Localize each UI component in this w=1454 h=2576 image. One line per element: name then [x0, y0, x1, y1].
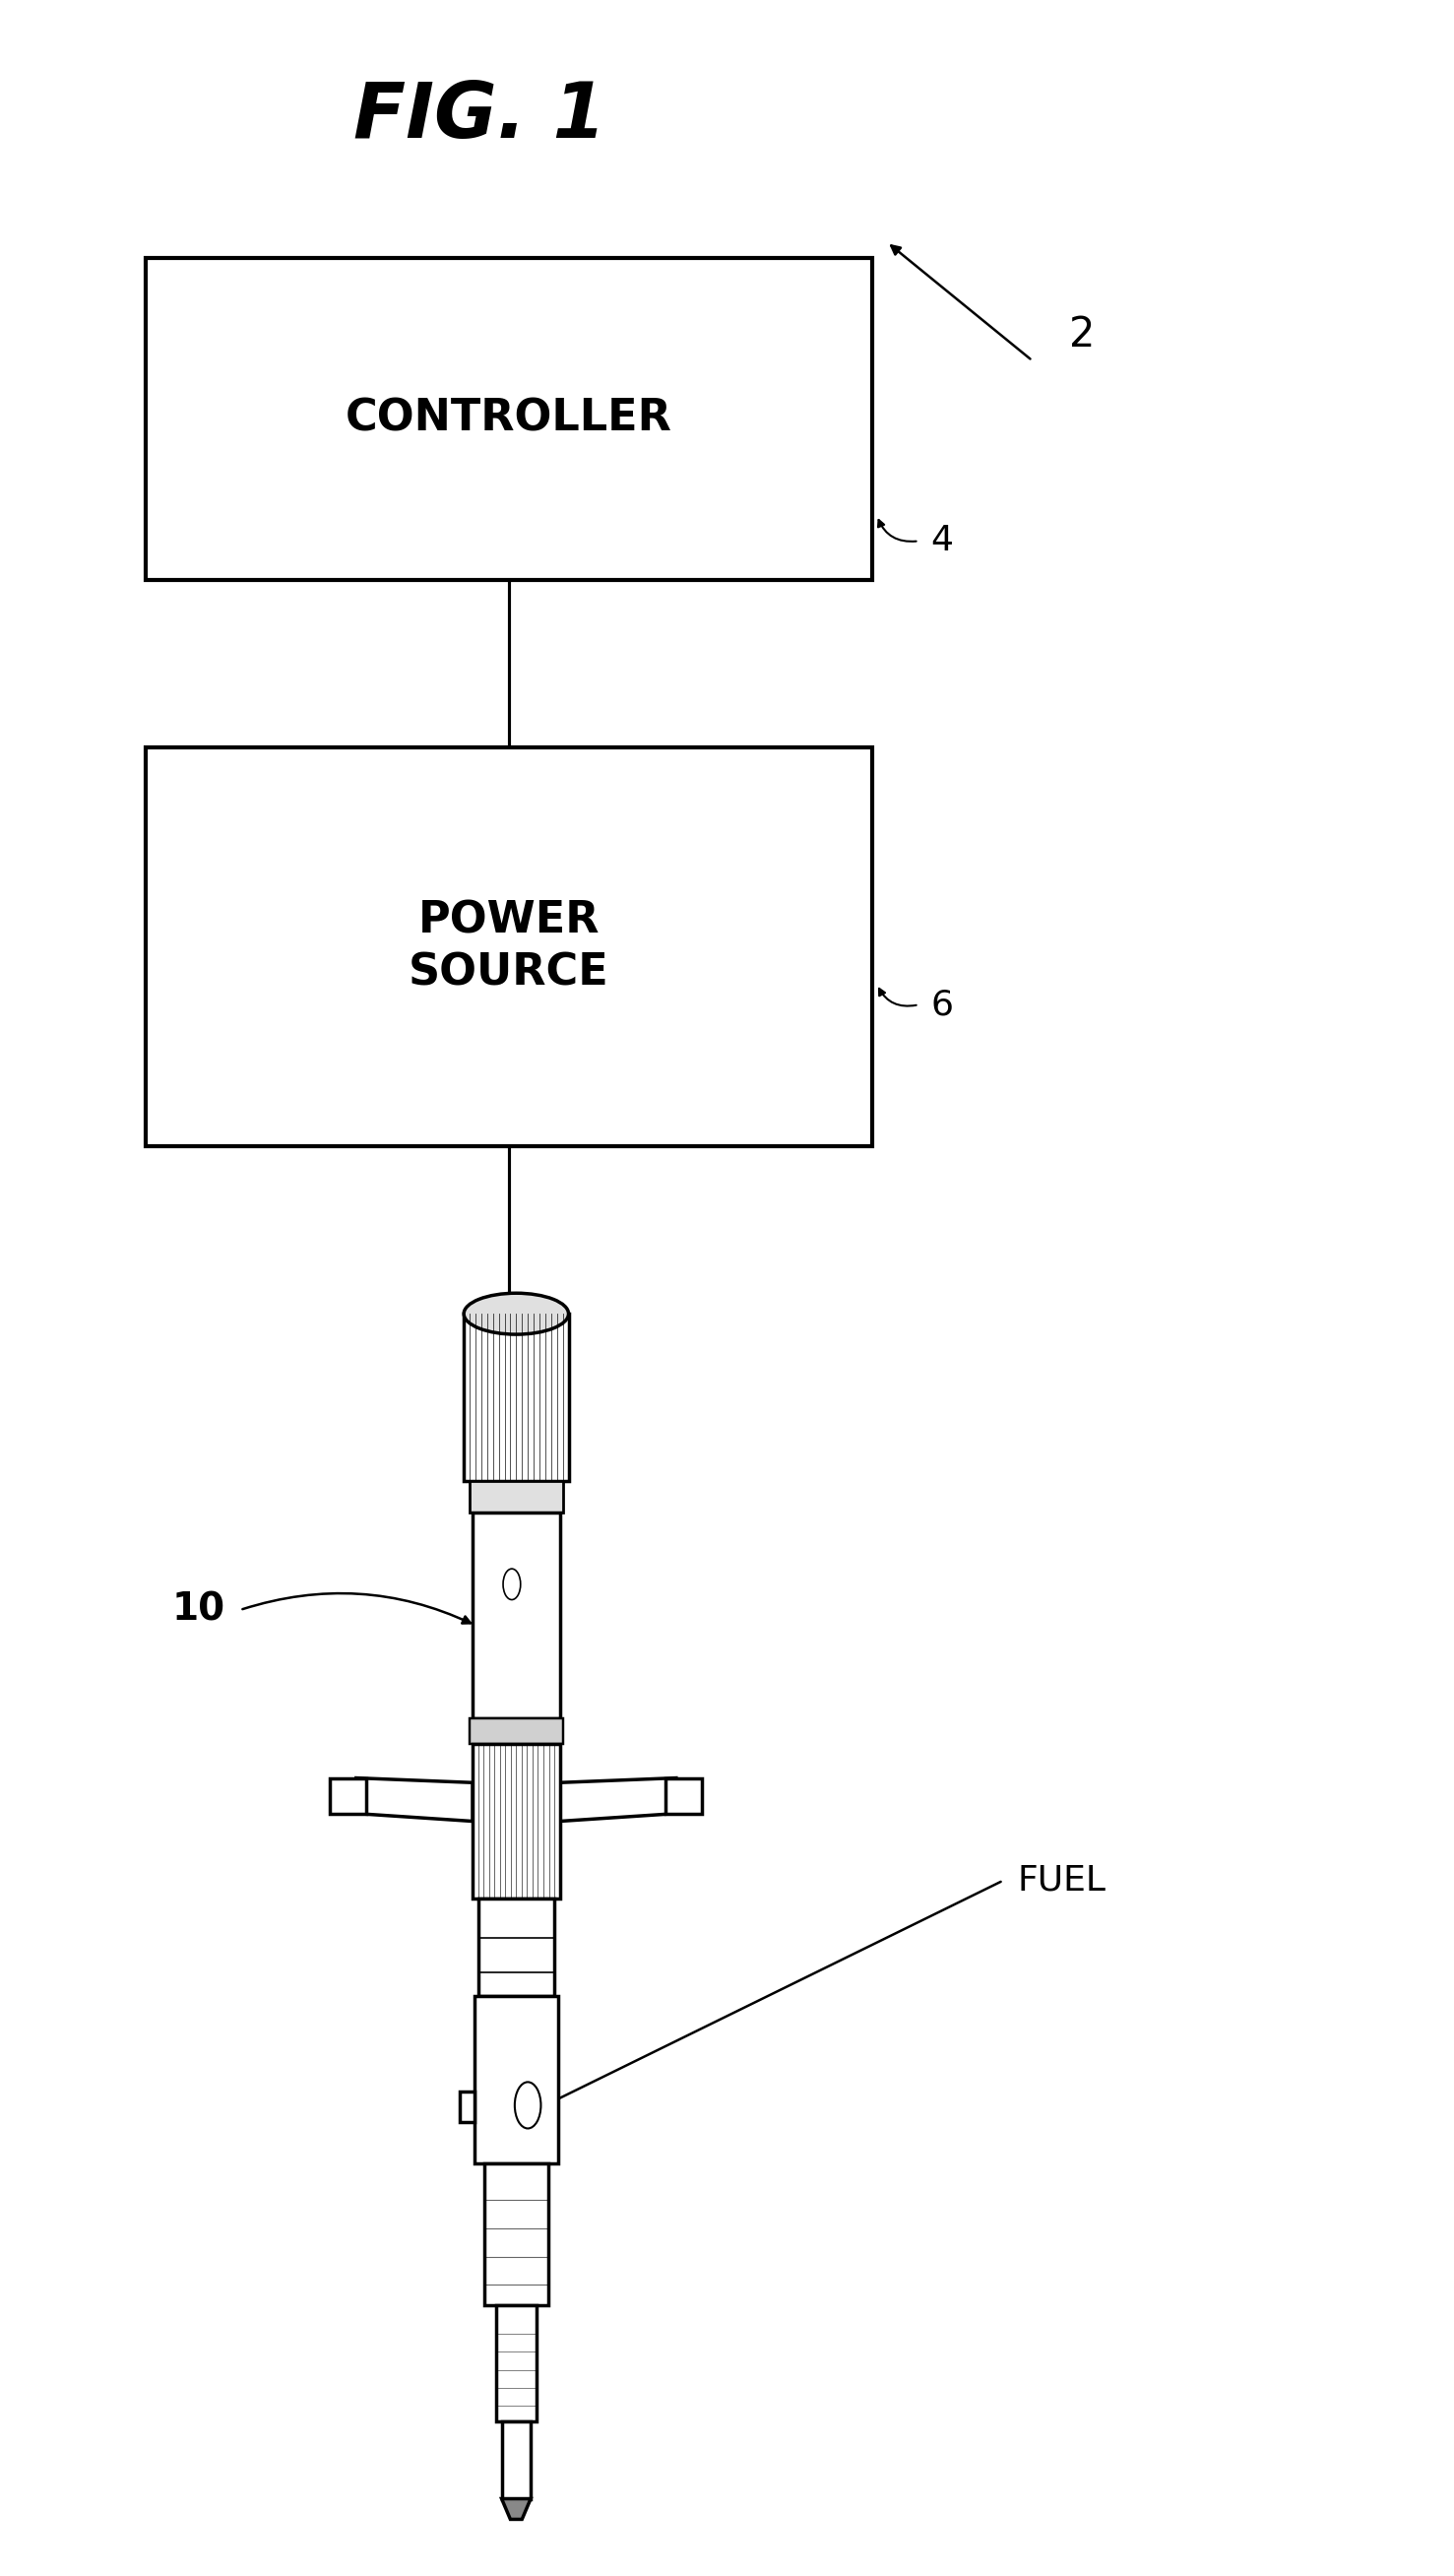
Bar [473, 1512, 560, 1718]
Polygon shape [459, 2092, 474, 2123]
Polygon shape [502, 2499, 531, 2519]
Text: 10: 10 [172, 1592, 225, 1628]
Bar [666, 1777, 702, 1814]
Bar [473, 1744, 560, 1899]
Circle shape [515, 2081, 541, 2128]
Text: 4: 4 [931, 526, 954, 556]
Bar [145, 258, 872, 580]
Bar [478, 1899, 554, 1996]
Polygon shape [560, 1777, 676, 1821]
Bar [484, 2164, 548, 2306]
Text: 6: 6 [931, 989, 954, 1020]
Text: FIG. 1: FIG. 1 [353, 77, 606, 155]
Text: POWER
SOURCE: POWER SOURCE [409, 899, 609, 994]
Text: FUEL: FUEL [1018, 1865, 1106, 1896]
Text: CONTROLLER: CONTROLLER [346, 397, 672, 440]
Bar [502, 2421, 531, 2499]
Bar [470, 1718, 563, 1744]
Circle shape [503, 1569, 521, 1600]
Bar [470, 1481, 563, 1512]
Bar [145, 747, 872, 1146]
Bar [464, 1314, 569, 1481]
Polygon shape [356, 1777, 473, 1821]
Text: 2: 2 [1069, 314, 1095, 355]
Bar [474, 1996, 558, 2164]
Ellipse shape [464, 1293, 569, 1334]
Bar [496, 2306, 537, 2421]
Bar [330, 1777, 366, 1814]
